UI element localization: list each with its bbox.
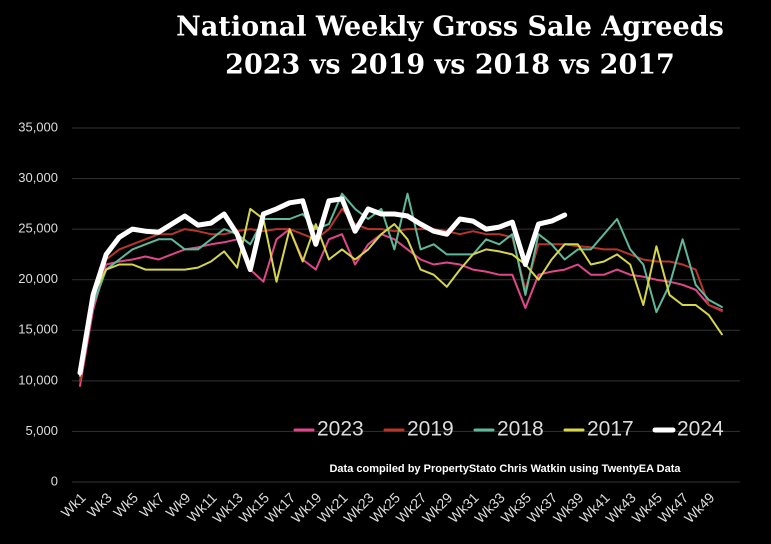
y-tick-label: 35,000	[18, 119, 58, 134]
y-tick-label: 20,000	[18, 271, 58, 286]
legend-label: 2017	[587, 418, 634, 441]
x-tick-label: Wk7	[136, 489, 167, 520]
x-tick-label: Wk1	[58, 489, 89, 520]
legend-label: 2018	[497, 418, 544, 441]
legend-label: 2019	[407, 418, 454, 441]
x-tick-label: Wk49	[681, 489, 718, 526]
legend-label: 2023	[317, 418, 364, 441]
series-line	[77, 196, 568, 376]
chart-subtitle: 2023 vs 2019 vs 2018 vs 2017	[225, 50, 675, 81]
y-tick-label: 25,000	[18, 221, 58, 236]
series-line	[79, 207, 723, 377]
y-tick-label: 30,000	[18, 170, 58, 185]
y-tick-label: 15,000	[18, 322, 58, 337]
chart-title: National Weekly Gross Sale Agreeds	[176, 12, 724, 43]
y-tick-label: 10,000	[18, 372, 58, 387]
annotation: Data compiled by PropertyStato Chris Wat…	[329, 463, 681, 475]
series-line	[79, 192, 723, 377]
x-tick-label: Wk3	[84, 489, 115, 520]
y-tick-label: 5,000	[25, 423, 58, 438]
series-line	[79, 207, 723, 382]
y-tick-label: 0	[51, 473, 58, 488]
legend-label: 2024	[677, 418, 724, 441]
x-tick-label: Wk5	[110, 489, 141, 520]
